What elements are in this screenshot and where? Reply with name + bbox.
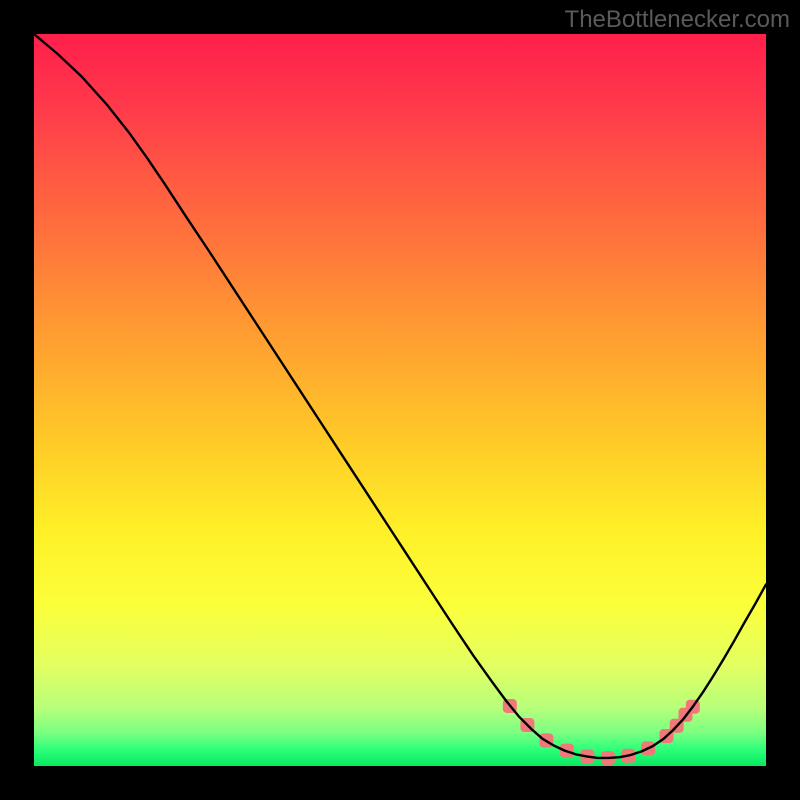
bottleneck-curve: [34, 34, 766, 758]
plot-area: [34, 34, 766, 766]
chart-frame: TheBottlenecker.com: [0, 0, 800, 800]
watermark-text: TheBottlenecker.com: [565, 6, 790, 34]
curve-layer: [34, 34, 766, 766]
